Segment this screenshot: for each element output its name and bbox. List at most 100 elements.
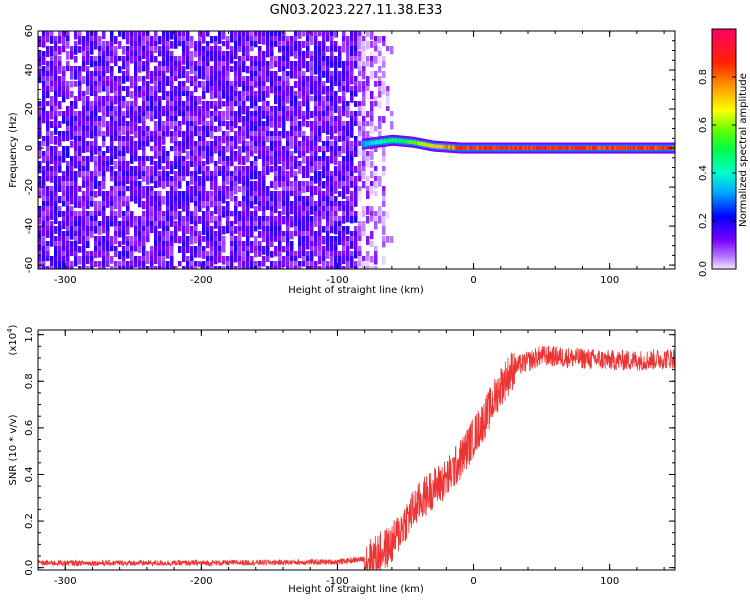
heatmap-cell [210, 36, 214, 44]
heatmap-cell [258, 186, 262, 195]
heatmap-cell [146, 211, 150, 217]
heatmap-cell [118, 101, 122, 107]
heatmap-cell [166, 66, 170, 73]
heatmap-cell [266, 216, 270, 223]
heatmap-cell [90, 101, 94, 107]
heatmap-cell [166, 191, 170, 199]
heatmap-cell [122, 86, 126, 92]
heatmap-cell [274, 56, 278, 63]
heatmap-cell [242, 81, 246, 90]
heatmap-cell [210, 171, 214, 180]
ridge-core [393, 138, 396, 143]
heatmap-cell [346, 211, 350, 219]
heatmap-cell [202, 251, 206, 259]
heatmap-cell [82, 121, 86, 128]
ridge-core [412, 140, 415, 145]
heatmap-cell [154, 71, 158, 80]
heatmap-cell [262, 246, 266, 255]
heatmap-cell [182, 176, 186, 182]
heatmap-cell [286, 236, 290, 243]
heatmap-cell [214, 141, 218, 147]
heatmap-cell [182, 111, 186, 119]
heatmap-cell [254, 141, 258, 147]
heatmap-cell [306, 216, 310, 223]
heatmap-cell [282, 186, 286, 192]
ridge-core [666, 146, 669, 151]
heatmap-cell [122, 251, 126, 259]
heatmap-cell [266, 36, 270, 44]
heatmap-cell [174, 106, 178, 113]
heatmap-cell [66, 116, 70, 124]
heatmap-cell [198, 156, 202, 163]
heatmap-cell [118, 141, 122, 150]
heatmap-cell [194, 196, 198, 203]
heatmap-cell [106, 51, 110, 60]
heatmap-cell [82, 111, 86, 117]
heatmap-cell [218, 236, 222, 244]
heatmap-cell [338, 231, 342, 240]
heatmap-cell [182, 171, 186, 177]
heatmap-cell [202, 266, 206, 269]
heatmap-cell [86, 96, 90, 105]
ridge-core [563, 146, 566, 151]
heatmap-cell [334, 201, 338, 207]
heatmap-cell [98, 41, 102, 50]
heatmap-cell [382, 236, 386, 243]
ridge-core [473, 146, 476, 151]
heatmap-cell [290, 171, 294, 178]
heatmap-cell [246, 181, 250, 189]
heatmap-cell [362, 151, 366, 158]
heatmap-cell [330, 251, 334, 260]
heatmap-cell [322, 116, 326, 123]
heatmap-cell [226, 121, 230, 130]
heatmap-cell [90, 106, 94, 113]
heatmap-cell [194, 176, 198, 185]
heatmap-cell [206, 31, 210, 37]
ridge-core [538, 146, 541, 151]
heatmap-cell [42, 221, 46, 228]
heatmap-cell [66, 66, 70, 72]
heatmap-cell [142, 96, 146, 102]
heatmap-cell [74, 66, 78, 75]
heatmap-cell [302, 156, 306, 164]
heatmap-cell [130, 261, 134, 269]
heatmap-cell [278, 211, 282, 217]
heatmap-cell [62, 146, 66, 154]
heatmap-cell [122, 181, 126, 190]
heatmap-cell [250, 116, 254, 124]
heatmap-cell [326, 196, 330, 205]
heatmap-cell [158, 96, 162, 103]
heatmap-cell [198, 56, 202, 63]
heatmap-cell [198, 31, 202, 37]
heatmap-cell [174, 151, 178, 158]
heatmap-cell [90, 151, 94, 157]
heatmap-cell [94, 66, 98, 74]
heatmap-cell [222, 176, 226, 183]
heatmap-cell [390, 121, 394, 130]
heatmap-cell [358, 66, 362, 74]
heatmap-cell [314, 106, 318, 115]
heatmap-cell [194, 71, 198, 77]
ridge-core [503, 146, 506, 151]
heatmap-cell [102, 156, 106, 163]
heatmap-cell [270, 241, 274, 248]
heatmap-cell [78, 31, 82, 38]
ridge-core [522, 146, 525, 151]
heatmap-cell [170, 201, 174, 210]
heatmap-cell [338, 106, 342, 112]
heatmap-cell [210, 46, 214, 55]
heatmap-cell [226, 81, 230, 89]
heatmap-cell [106, 256, 110, 262]
heatmap-cell [190, 226, 194, 232]
heatmap-cell [58, 156, 62, 163]
heatmap-cell [270, 81, 274, 90]
heatmap-cell [242, 31, 246, 38]
heatmap-cell [262, 201, 266, 208]
ridge-core [632, 146, 635, 151]
heatmap-cell [130, 116, 134, 124]
heatmap-cell [142, 141, 146, 148]
heatmap-cell [302, 86, 306, 92]
heatmap-cell [274, 196, 278, 202]
heatmap-cell [330, 56, 334, 65]
heatmap-cell [174, 31, 178, 37]
